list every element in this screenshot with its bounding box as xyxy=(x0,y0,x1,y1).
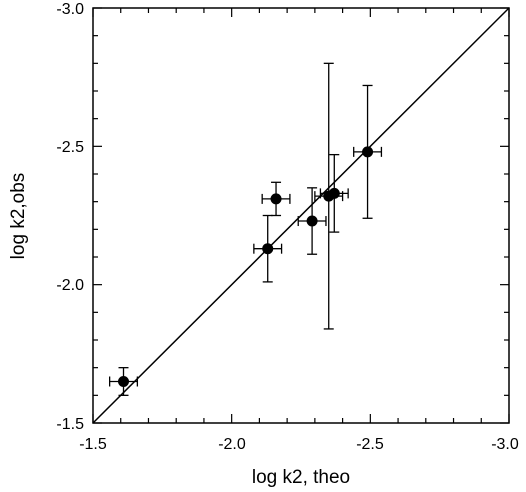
data-point xyxy=(297,187,327,255)
data-point xyxy=(319,153,349,233)
data-point xyxy=(353,84,383,219)
point-marker xyxy=(118,376,130,387)
point-marker xyxy=(328,187,340,199)
y-tick-label: -1.5 xyxy=(56,416,84,433)
point-marker xyxy=(306,215,318,227)
y-tick-label: -3.0 xyxy=(56,1,84,18)
data-point xyxy=(108,367,139,396)
x-tick-label: -2.0 xyxy=(218,436,246,453)
identity-line xyxy=(92,7,510,424)
point-marker xyxy=(362,146,374,158)
y-axis-title: log k2,obs xyxy=(8,173,29,260)
x-tick-label: -2.5 xyxy=(356,436,384,453)
y-tick-label: -2.0 xyxy=(56,277,84,294)
plot-frame xyxy=(92,7,510,424)
data-point xyxy=(253,214,283,283)
x-tick-label: -1.5 xyxy=(79,436,107,453)
data-point xyxy=(261,181,291,217)
axis-ticks xyxy=(92,7,510,424)
x-axis-title: log k2, theo xyxy=(252,467,350,488)
data-points xyxy=(108,62,383,396)
point-marker xyxy=(270,193,282,205)
x-tick-label: -3.0 xyxy=(491,436,519,453)
point-marker xyxy=(262,243,274,255)
y-tick-label: -2.5 xyxy=(56,139,84,156)
